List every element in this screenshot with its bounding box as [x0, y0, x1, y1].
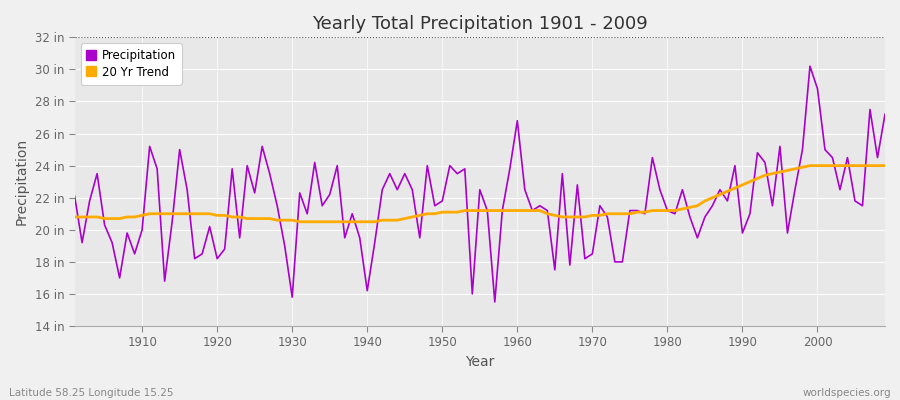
- Y-axis label: Precipitation: Precipitation: [15, 138, 29, 225]
- Text: worldspecies.org: worldspecies.org: [803, 388, 891, 398]
- X-axis label: Year: Year: [465, 355, 494, 369]
- Title: Yearly Total Precipitation 1901 - 2009: Yearly Total Precipitation 1901 - 2009: [312, 15, 648, 33]
- Legend: Precipitation, 20 Yr Trend: Precipitation, 20 Yr Trend: [80, 43, 182, 84]
- Text: Latitude 58.25 Longitude 15.25: Latitude 58.25 Longitude 15.25: [9, 388, 174, 398]
